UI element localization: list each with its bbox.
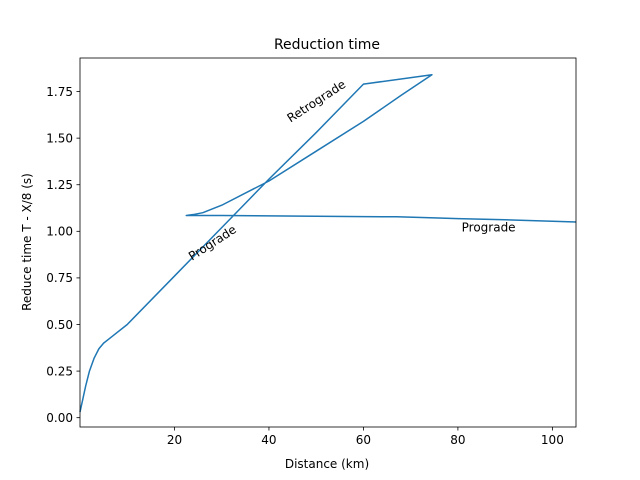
annotation-label-prograde: Prograde [462, 220, 516, 234]
x-tick-label: 60 [356, 433, 371, 447]
y-axis: 0.00 0.25 0.50 0.75 1.00 1.25 1.50 1.75 [46, 85, 80, 425]
y-tick-label: 0.50 [46, 318, 73, 332]
plot-area [80, 58, 576, 427]
y-axis-title: Reduce time T - X/8 (s) [20, 173, 34, 311]
x-tick-label: 100 [541, 433, 564, 447]
y-tick-label: 1.75 [46, 85, 73, 99]
plot-frame [79, 57, 577, 428]
series-layer [79, 74, 577, 413]
chart-title: Reduction time [274, 37, 380, 53]
x-axis: 20 40 60 80 100 [167, 427, 564, 447]
y-tick-label: 1.50 [46, 131, 73, 145]
x-tick-label: 40 [261, 433, 276, 447]
y-tick-label: 0.75 [46, 271, 73, 285]
y-tick-label: 0.25 [46, 364, 73, 378]
x-axis-title: Distance (km) [285, 457, 369, 471]
y-tick-label: 1.00 [46, 225, 73, 239]
y-tick-label: 1.25 [46, 178, 73, 192]
x-tick-label: 20 [167, 433, 182, 447]
x-tick-label: 80 [450, 433, 465, 447]
series-line-1 [79, 74, 577, 413]
y-tick-label: 0.00 [46, 411, 73, 425]
